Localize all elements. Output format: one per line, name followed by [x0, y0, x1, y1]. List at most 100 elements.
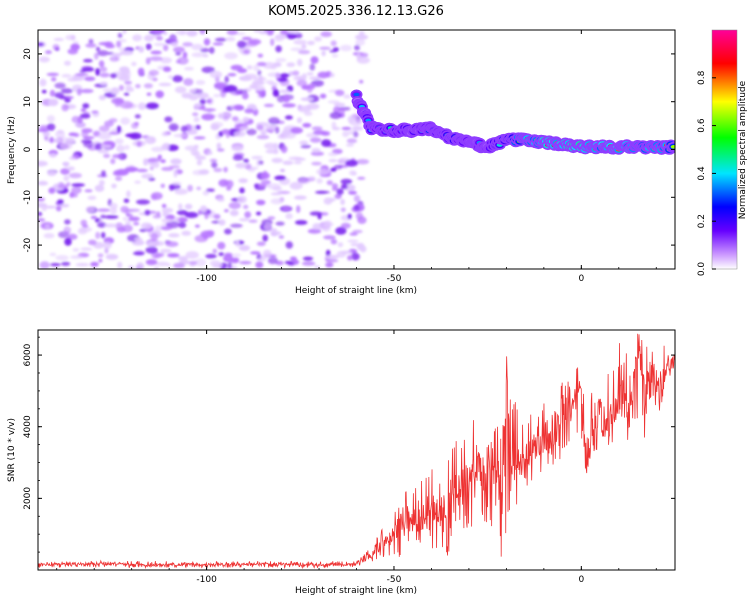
- noise-blob: [239, 126, 249, 131]
- spectrogram-x-ticks: -100 -50 0: [56, 30, 657, 284]
- noise-blob: [325, 254, 339, 260]
- noise-blob: [275, 126, 280, 134]
- noise-blob: [280, 168, 285, 173]
- noise-blob: [290, 127, 304, 134]
- noise-blob: [57, 184, 69, 189]
- noise-blob: [261, 131, 266, 135]
- noise-blob: [301, 261, 316, 266]
- noise-blob: [99, 72, 110, 78]
- noise-blob: [294, 195, 307, 200]
- noise-blob: [356, 52, 361, 61]
- noise-blob: [275, 72, 281, 81]
- noise-blob: [257, 183, 267, 188]
- noise-blob: [104, 215, 119, 219]
- noise-blob: [184, 203, 193, 210]
- noise-blob: [184, 211, 199, 219]
- noise-blob: [179, 30, 186, 36]
- noise-blob: [82, 136, 95, 140]
- noise-blob: [340, 250, 353, 254]
- noise-blob: [137, 102, 147, 110]
- noise-blob: [237, 68, 248, 74]
- noise-blob: [307, 40, 315, 46]
- noise-blob: [334, 89, 345, 97]
- noise-blob: [347, 213, 352, 220]
- noise-blob: [213, 213, 221, 220]
- colorbar-ticks: 0.0 0.2 0.4 0.6 0.8: [697, 29, 738, 277]
- noise-blob: [224, 52, 238, 60]
- noise-blob: [327, 152, 338, 157]
- noise-blob: [321, 50, 326, 57]
- noise-blob: [46, 72, 59, 77]
- noise-blob: [300, 97, 314, 101]
- noise-blob: [354, 44, 360, 51]
- noise-blob: [282, 128, 292, 136]
- noise-blob: [88, 38, 94, 45]
- noise-blob: [166, 144, 179, 152]
- noise-blob: [126, 190, 131, 198]
- noise-blob: [345, 159, 358, 167]
- noise-blob: [161, 218, 173, 223]
- noise-blob: [175, 60, 181, 64]
- noise-blob: [271, 231, 282, 235]
- noise-blob: [335, 227, 347, 235]
- noise-blob: [124, 80, 132, 85]
- noise-blob: [213, 94, 221, 98]
- noise-blob: [195, 155, 207, 161]
- noise-blob: [84, 76, 96, 82]
- noise-blob: [352, 229, 363, 234]
- noise-blob: [47, 170, 57, 176]
- noise-blob: [262, 170, 268, 178]
- noise-blob: [315, 190, 330, 194]
- noise-blob: [45, 205, 57, 209]
- noise-blob: [64, 97, 71, 103]
- noise-blob: [198, 169, 210, 175]
- noise-blob: [61, 74, 72, 78]
- noise-blob: [168, 123, 179, 132]
- noise-blob: [267, 256, 278, 265]
- noise-blob: [173, 262, 185, 269]
- noise-blob: [329, 111, 342, 120]
- noise-blob: [103, 41, 114, 48]
- noise-blob: [151, 30, 166, 34]
- noise-blob: [194, 224, 200, 228]
- noise-blob: [115, 176, 123, 182]
- ridge-core: [670, 145, 675, 149]
- noise-blob: [263, 222, 272, 231]
- noise-blob: [235, 162, 247, 169]
- noise-blob: [348, 190, 357, 195]
- noise-blob: [336, 188, 344, 195]
- noise-blob: [128, 265, 135, 269]
- noise-blob: [340, 44, 352, 52]
- colorbar-tick-label: 0.0: [697, 262, 707, 277]
- noise-blob: [148, 69, 159, 76]
- noise-blob: [81, 67, 95, 72]
- noise-blob: [302, 256, 314, 261]
- noise-blob: [270, 198, 284, 205]
- noise-blob: [314, 265, 320, 269]
- noise-blob: [98, 94, 106, 101]
- noise-blob: [285, 213, 293, 220]
- noise-blob: [145, 259, 158, 266]
- noise-blob: [55, 205, 62, 212]
- noise-blob: [314, 36, 322, 42]
- noise-blob: [122, 217, 128, 221]
- noise-blob: [99, 66, 108, 73]
- noise-blob: [49, 252, 57, 257]
- noise-blob: [90, 261, 99, 267]
- snr-line: [38, 333, 675, 570]
- noise-blob: [217, 113, 224, 119]
- noise-blob: [199, 98, 206, 105]
- noise-blob: [297, 106, 311, 113]
- noise-blob: [256, 211, 262, 216]
- noise-blob: [162, 211, 169, 217]
- noise-blob: [49, 153, 57, 158]
- noise-blob: [293, 76, 301, 81]
- noise-blob: [139, 228, 147, 232]
- noise-blob: [68, 156, 77, 160]
- noise-blob: [265, 149, 279, 154]
- noise-blob: [256, 62, 267, 67]
- noise-blob: [182, 42, 193, 47]
- noise-blob: [197, 92, 209, 99]
- x-tick-label: -100: [196, 575, 217, 585]
- noise-blob: [144, 136, 157, 145]
